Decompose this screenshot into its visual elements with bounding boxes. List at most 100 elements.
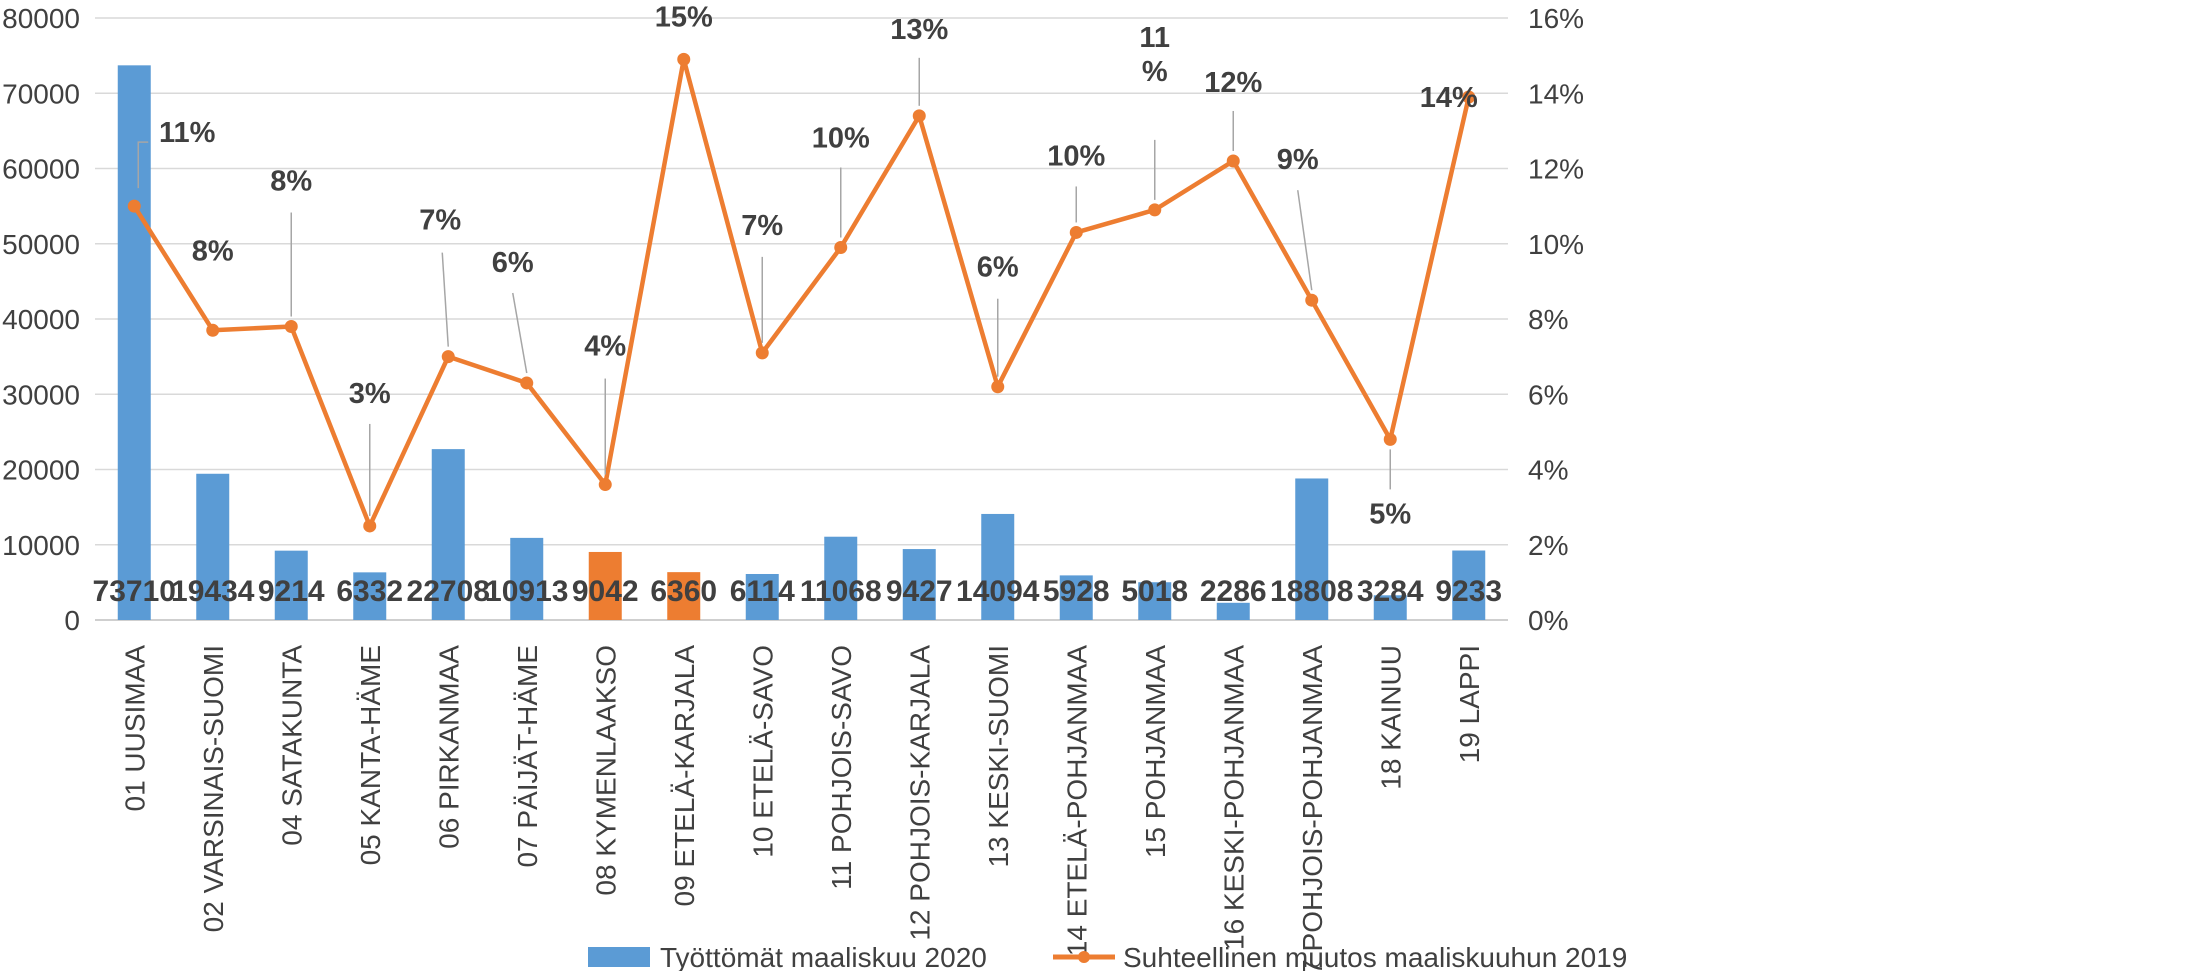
line-value-label: 12% (1204, 67, 1262, 99)
line-marker (912, 109, 926, 123)
line-value-label: 6% (977, 252, 1019, 284)
line-marker (1069, 225, 1083, 239)
category-label: 13 KESKI-SUOMI (983, 645, 1014, 868)
left-axis-tick-label: 30000 (2, 379, 80, 410)
category-label: 07 PÄIJÄT-HÄME (512, 645, 543, 868)
line-value-label: 8% (192, 235, 234, 267)
legend-bar-swatch (588, 947, 650, 967)
bar-series (117, 65, 1486, 620)
line-marker (1226, 154, 1240, 168)
bar-value-label: 73710 (93, 575, 176, 608)
bar-value-label: 5928 (1043, 575, 1110, 608)
bar (1452, 550, 1486, 620)
left-axis-tick-label: 10000 (2, 530, 80, 561)
line-marker (598, 478, 612, 492)
bar-value-label: 9233 (1435, 575, 1502, 608)
bar (1059, 575, 1093, 620)
line-value-label: 10% (812, 123, 870, 155)
bar (902, 549, 936, 620)
bar (274, 550, 308, 620)
bar (667, 572, 701, 620)
gridlines (95, 17, 1508, 621)
bar (117, 65, 151, 620)
right-axis-tick-label: 12% (1528, 154, 1584, 185)
bar-value-label: 2286 (1200, 575, 1267, 608)
line-marker (127, 199, 141, 213)
label-leader-line (137, 141, 149, 189)
legend-bar-label: Työttömät maaliskuu 2020 (660, 942, 987, 971)
legend: Työttömät maaliskuu 2020 Suhteellinen mu… (588, 942, 1627, 971)
line-value-label: 9% (1277, 144, 1319, 176)
line-value-label: 7% (419, 205, 461, 237)
category-label: 01 UUSIMAA (119, 645, 150, 812)
left-axis-tick-label: 60000 (2, 154, 80, 185)
category-label: 14 ETELÄ-POHJANMAA (1061, 645, 1092, 957)
right-axis-tick-label: 10% (1528, 229, 1584, 260)
line-value-label: 3% (349, 378, 391, 410)
bar-value-label: 18808 (1270, 575, 1353, 608)
bar-value-label: 14094 (956, 575, 1040, 608)
line-marker (677, 52, 691, 66)
bar-value-label: 6360 (650, 575, 717, 608)
right-axis-tick-label: 0% (1528, 605, 1568, 636)
bar-value-label: 9042 (572, 575, 639, 608)
right-axis-tick-label: 2% (1528, 530, 1568, 561)
category-label: 04 SATAKUNTA (276, 645, 307, 846)
line-series (127, 52, 1476, 533)
line-path (132, 57, 1471, 529)
line-value-label: 4% (584, 331, 626, 363)
line-value-label: 13% (890, 14, 948, 46)
bar-value-label: 11068 (800, 575, 882, 608)
category-label: 10 ETELÄ-SAVO (747, 645, 778, 858)
line-marker (834, 241, 848, 255)
bar-value-label: 3284 (1357, 575, 1424, 608)
right-axis-tick-label: 4% (1528, 455, 1568, 486)
category-label: 05 KANTA-HÄME (355, 645, 386, 865)
bar-value-label: 22708 (407, 575, 490, 608)
category-label: 09 ETELÄ-KARJALA (669, 645, 700, 907)
label-leader-line (512, 292, 528, 374)
category-axis-labels: 01 UUSIMAA 02 VARSINAIS-SUOMI 04 SATAKUNTA… (119, 645, 1485, 971)
line-value-label: 7% (741, 210, 783, 242)
category-label: 19 LAPPI (1454, 645, 1485, 763)
line-marker (206, 323, 220, 337)
category-label: 08 KYMENLAAKSO (590, 645, 621, 896)
label-leader-line (441, 252, 449, 347)
line-value-label: 5% (1369, 498, 1411, 530)
line-marker (991, 380, 1005, 394)
category-label: 11 POHJOIS-SAVO (826, 645, 857, 890)
bar (353, 572, 387, 620)
bar (196, 473, 230, 620)
line-marker (755, 346, 769, 360)
line-value-label: 8% (270, 166, 312, 198)
bar (588, 551, 622, 620)
right-axis-tick-label: 6% (1528, 379, 1568, 410)
line-marker (441, 350, 455, 364)
line-value-label: 10% (1047, 140, 1105, 172)
left-axis-tick-label: 80000 (2, 3, 80, 34)
category-label: 12 POHJOIS-KARJALA (904, 645, 935, 941)
bar (745, 573, 779, 620)
right-axis-tick-label: 14% (1528, 78, 1584, 109)
category-label: 18 KAINUU (1375, 645, 1406, 790)
bar-value-label: 10913 (485, 575, 568, 608)
line-marker (1462, 90, 1476, 104)
line-marker (1383, 432, 1397, 446)
category-label: 02 VARSINAIS-SUOMI (198, 645, 229, 932)
bar-value-label: 6332 (336, 575, 403, 608)
right-axis-ticks: 0% 2% 4% 6% 8% 10% 12% 14% 16% (1528, 3, 1584, 636)
bar (824, 536, 858, 620)
category-label: 06 PIRKANMAA (433, 645, 464, 849)
legend-line-label: Suhteellinen muutos maaliskuuhun 2019 (1123, 942, 1627, 971)
left-axis-tick-label: 50000 (2, 229, 80, 260)
line-marker (284, 320, 298, 334)
bar (510, 537, 544, 620)
bar (1373, 595, 1407, 620)
label-leader-lines (137, 57, 1391, 516)
category-label: 17 POHJOIS-POHJANMAA (1297, 645, 1328, 971)
legend-line-marker (1078, 951, 1090, 963)
bar (1216, 602, 1250, 620)
bar-value-label: 6114 (730, 575, 795, 608)
left-axis-tick-label: 20000 (2, 455, 80, 486)
